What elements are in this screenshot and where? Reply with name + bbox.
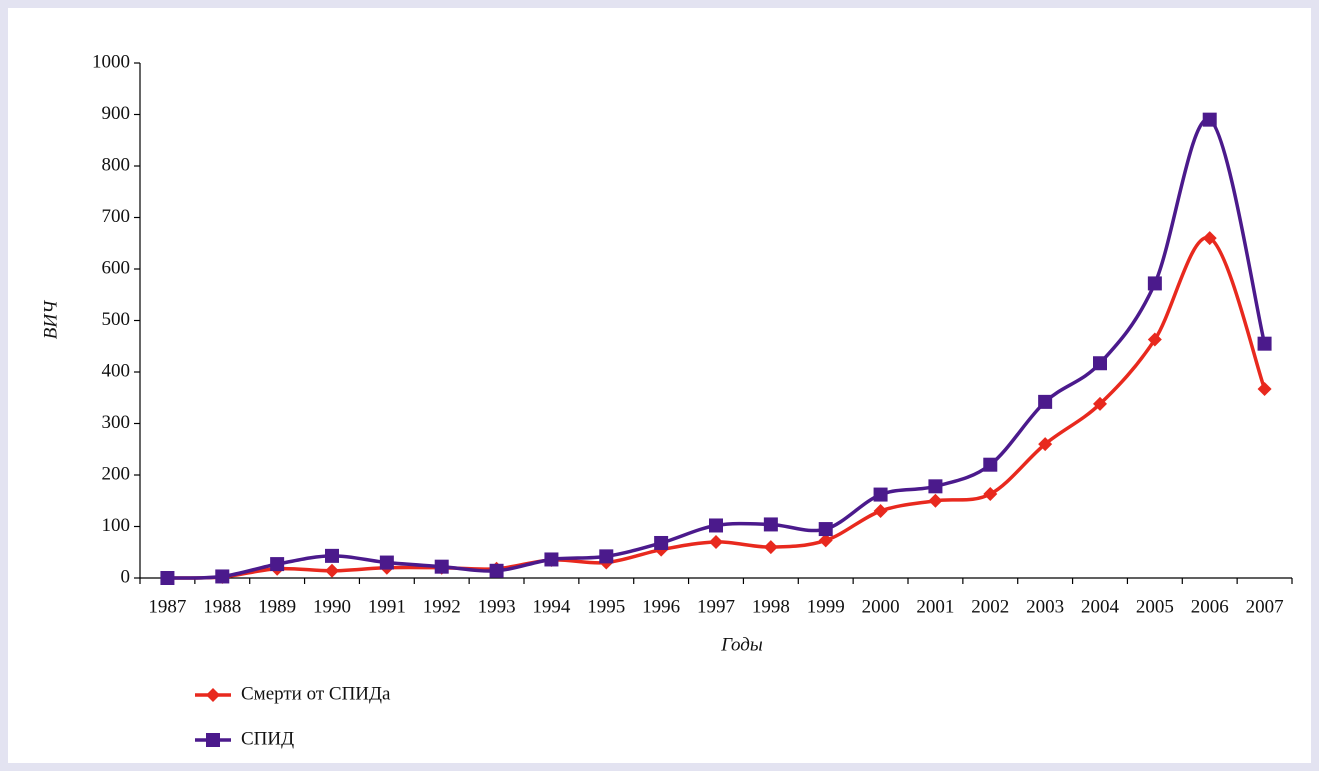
y-tick-label: 100 [102,515,131,536]
data-point [1147,332,1162,347]
x-tick-label: 1992 [423,596,461,617]
data-point [709,518,723,533]
x-tick-label: 2006 [1191,596,1229,617]
y-tick-label: 700 [102,206,131,227]
data-point [873,487,888,502]
y-tick-label: 800 [102,154,131,175]
data-point [1093,356,1107,371]
data-point [763,517,778,532]
y-tick-label: 200 [102,463,131,484]
y-axis-label: ВИЧ [40,300,61,339]
y-tick-label: 0 [121,566,131,587]
data-point [818,533,833,548]
data-point [928,479,943,494]
data-point [489,563,504,578]
x-tick-label: 2000 [862,596,900,617]
x-tick-label: 1989 [258,596,296,617]
x-tick-label: 1987 [148,596,186,617]
data-point [270,557,285,572]
data-point [599,549,614,564]
x-tick-label: 1988 [203,596,241,617]
data-point [1202,112,1217,127]
data-point [544,552,559,567]
data-point [818,522,833,537]
data-point [983,487,998,502]
series-line [167,117,1267,580]
data-point [1202,231,1217,246]
data-point [1038,437,1053,452]
series-line [167,236,1267,580]
x-axis-label: Годы [720,634,763,655]
x-tick-label: 2005 [1136,596,1174,617]
x-tick-label: 1996 [642,596,680,617]
legend-label: СПИД [241,728,294,749]
data-point [709,534,723,549]
x-tick-label: 1997 [697,596,735,617]
data-point [873,504,888,519]
x-tick-label: 1994 [532,596,571,617]
legend-marker [206,688,220,702]
data-point [215,569,230,584]
x-tick-label: 1993 [478,596,516,617]
data-point [1257,381,1272,396]
data-point [160,571,175,585]
x-tick-label: 2007 [1246,596,1284,617]
x-tick-label: 2002 [971,596,1009,617]
data-point [654,535,669,550]
legend-label: Смерти от СПИДа [241,683,391,704]
legend-marker [206,733,220,747]
data-point [1257,336,1272,351]
data-point [379,555,394,570]
data-point [763,540,778,555]
y-tick-label: 900 [102,103,131,124]
x-tick-label: 1998 [752,596,790,617]
data-point [1147,276,1162,291]
data-point [983,457,998,472]
y-tick-label: 600 [102,257,131,278]
data-point [1093,396,1107,411]
x-tick-label: 1990 [313,596,351,617]
x-tick-label: 1999 [807,596,845,617]
y-tick-label: 400 [102,360,131,381]
x-tick-label: 2004 [1081,596,1120,617]
x-tick-label: 2001 [916,596,954,617]
y-tick-label: 300 [102,412,131,433]
data-point [434,559,449,574]
data-point [928,493,943,508]
data-point [325,548,339,563]
data-point [1038,394,1053,409]
x-tick-label: 2003 [1026,596,1064,617]
x-tick-label: 1991 [368,596,406,617]
y-tick-label: 1000 [92,51,130,72]
y-tick-label: 500 [102,309,131,330]
x-tick-label: 1995 [587,596,625,617]
data-point [325,563,339,578]
